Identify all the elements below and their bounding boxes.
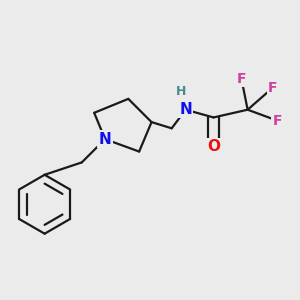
- Text: F: F: [272, 114, 282, 128]
- Text: N: N: [179, 102, 192, 117]
- Text: H: H: [176, 85, 186, 98]
- Text: F: F: [268, 81, 277, 95]
- Text: N: N: [99, 132, 111, 147]
- Text: F: F: [237, 72, 246, 86]
- Text: O: O: [207, 140, 220, 154]
